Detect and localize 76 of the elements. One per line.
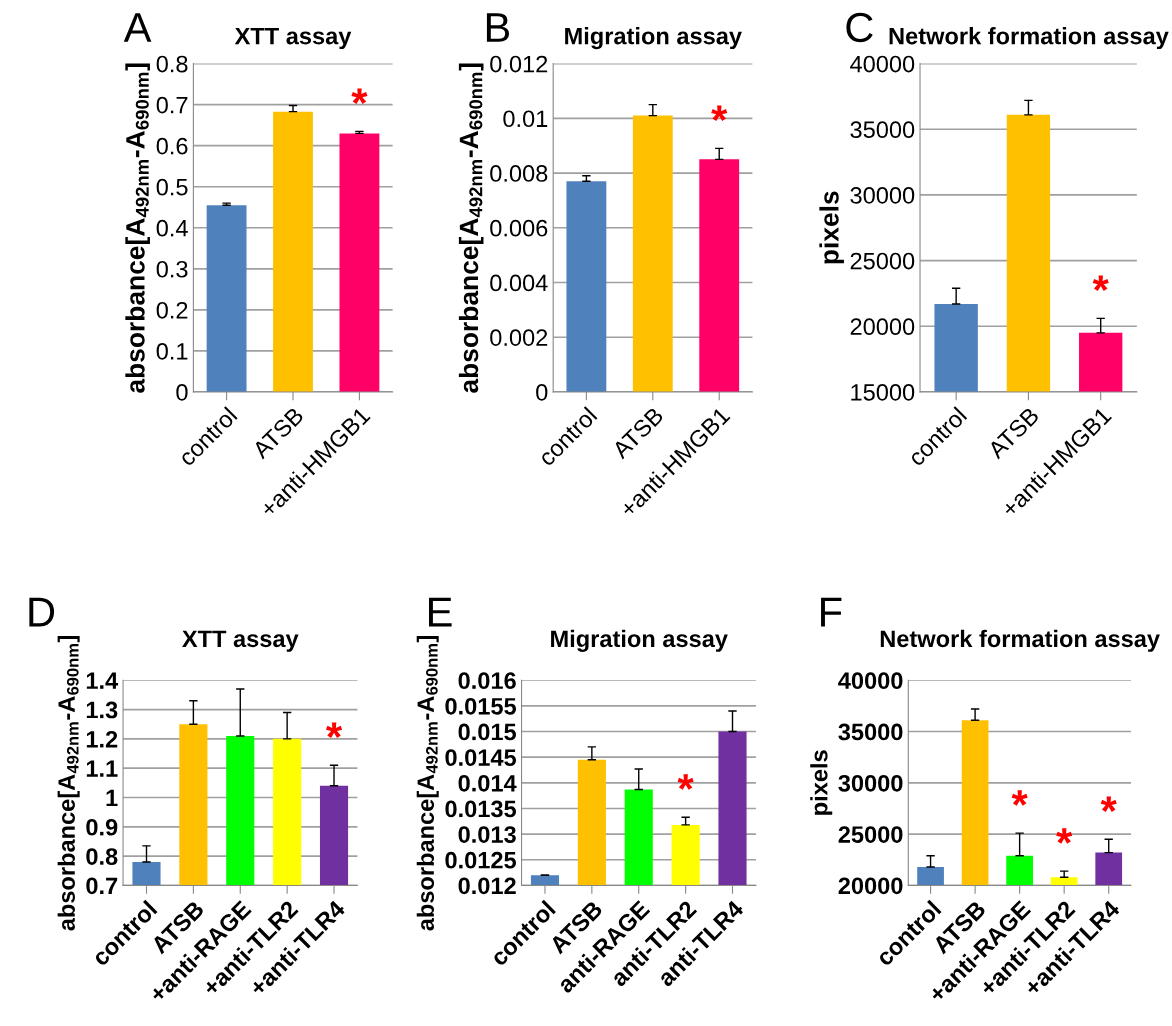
text: B — [486, 13, 510, 42]
text: E — [429, 597, 452, 627]
bar — [339, 133, 380, 392]
y-tick-label: 0.0125 — [445, 851, 517, 869]
text: F — [821, 597, 842, 627]
bar — [699, 159, 740, 392]
y-tick-label: 0.006 — [490, 219, 548, 237]
y-tick-label: 0.2 — [156, 301, 188, 319]
y-tick-label: 0.01 — [503, 110, 548, 128]
bar — [632, 115, 673, 392]
y-tick-label: 0.002 — [490, 329, 548, 346]
chart-title: XTT assay — [182, 630, 299, 652]
y-tick-label: 0.6 — [156, 137, 188, 155]
y-tick-label: 0.0155 — [445, 697, 517, 715]
y-tick-label: 0.4 — [156, 219, 188, 237]
y-tick-label: 0.0135 — [445, 800, 517, 818]
y-tick-label: 0.7 — [86, 877, 118, 895]
y-tick-label: 0 — [176, 384, 188, 401]
y-tick-label: 40000 — [850, 55, 915, 73]
bar — [206, 205, 247, 392]
y-tick-label: 0.008 — [490, 165, 548, 182]
y-tick-label: 35000 — [838, 723, 903, 741]
y-tick-label: 0.012 — [490, 55, 548, 73]
chart-title: Network formation assay — [880, 629, 1160, 652]
annotation: * — [1056, 828, 1073, 844]
y-tick-label: 1.1 — [86, 760, 118, 777]
y-tick-label: 30000 — [838, 774, 903, 792]
bar — [566, 181, 607, 392]
text: C — [846, 12, 873, 43]
y-tick-label: 0.016 — [458, 672, 516, 690]
y-tick-label: 1.4 — [86, 672, 119, 689]
y-tick-label: 0.015 — [458, 723, 517, 741]
y-tick-label: 0.014 — [458, 774, 517, 792]
y-tick-label: 25000 — [838, 826, 903, 843]
y-tick-label: 0.5 — [156, 178, 188, 196]
y-tick-label: 0.7 — [156, 96, 188, 114]
y-tick-label: 0.013 — [458, 826, 516, 843]
chart-title: Network formation assay — [889, 27, 1169, 50]
y-axis-title: absorbance[A$_{492nm}$-A$_{690nm}$] — [416, 635, 439, 931]
annotation: * — [1011, 790, 1028, 806]
y-tick-label: 1 — [106, 789, 118, 807]
annotation: * — [326, 722, 343, 738]
y-tick-label: 0.3 — [156, 260, 188, 278]
y-axis-title: absorbance[A$_{492nm}$-A$_{690nm}$] — [458, 63, 484, 393]
y-tick-label: 0.9 — [86, 818, 118, 836]
annotation: * — [1100, 796, 1117, 812]
y-tick-label: 20000 — [850, 318, 915, 336]
y-tick-label: 1.3 — [86, 701, 118, 719]
text: D — [29, 597, 55, 627]
y-axis-title: absorbance[A$_{492nm}$-A$_{690nm}$] — [57, 635, 80, 931]
y-tick-label: 20000 — [838, 877, 903, 895]
chart-title: Migration assay — [551, 629, 728, 652]
y-tick-label: 0.004 — [490, 274, 548, 292]
y-tick-label: 15000 — [851, 384, 915, 401]
text: A — [123, 13, 152, 42]
annotation: * — [351, 88, 368, 104]
annotation: * — [711, 105, 728, 122]
y-axis-title: pixels — [819, 191, 844, 264]
y-tick-label: 40000 — [838, 672, 903, 690]
y-tick-label: 0.8 — [86, 848, 118, 865]
y-axis-title: absorbance[A$_{492nm}$-A$_{690nm}$] — [125, 63, 150, 393]
y-tick-label: 35000 — [850, 121, 915, 139]
y-tick-label: 30000 — [850, 187, 915, 204]
annotation: * — [677, 774, 694, 790]
chart-title: Migration assay — [565, 27, 742, 50]
y-axis-title: pixels — [810, 750, 833, 815]
y-tick-label: 0.012 — [458, 877, 516, 895]
y-tick-label: 0.1 — [156, 342, 188, 360]
bar — [273, 111, 313, 392]
annotation: * — [1092, 275, 1109, 292]
y-tick-label: 0 — [536, 384, 548, 401]
y-tick-label: 0.8 — [156, 55, 188, 73]
y-tick-label: 0.0145 — [445, 749, 517, 766]
y-tick-label: 25000 — [850, 252, 915, 270]
chart-title: XTT assay — [234, 27, 352, 50]
y-tick-label: 1.2 — [86, 730, 118, 748]
